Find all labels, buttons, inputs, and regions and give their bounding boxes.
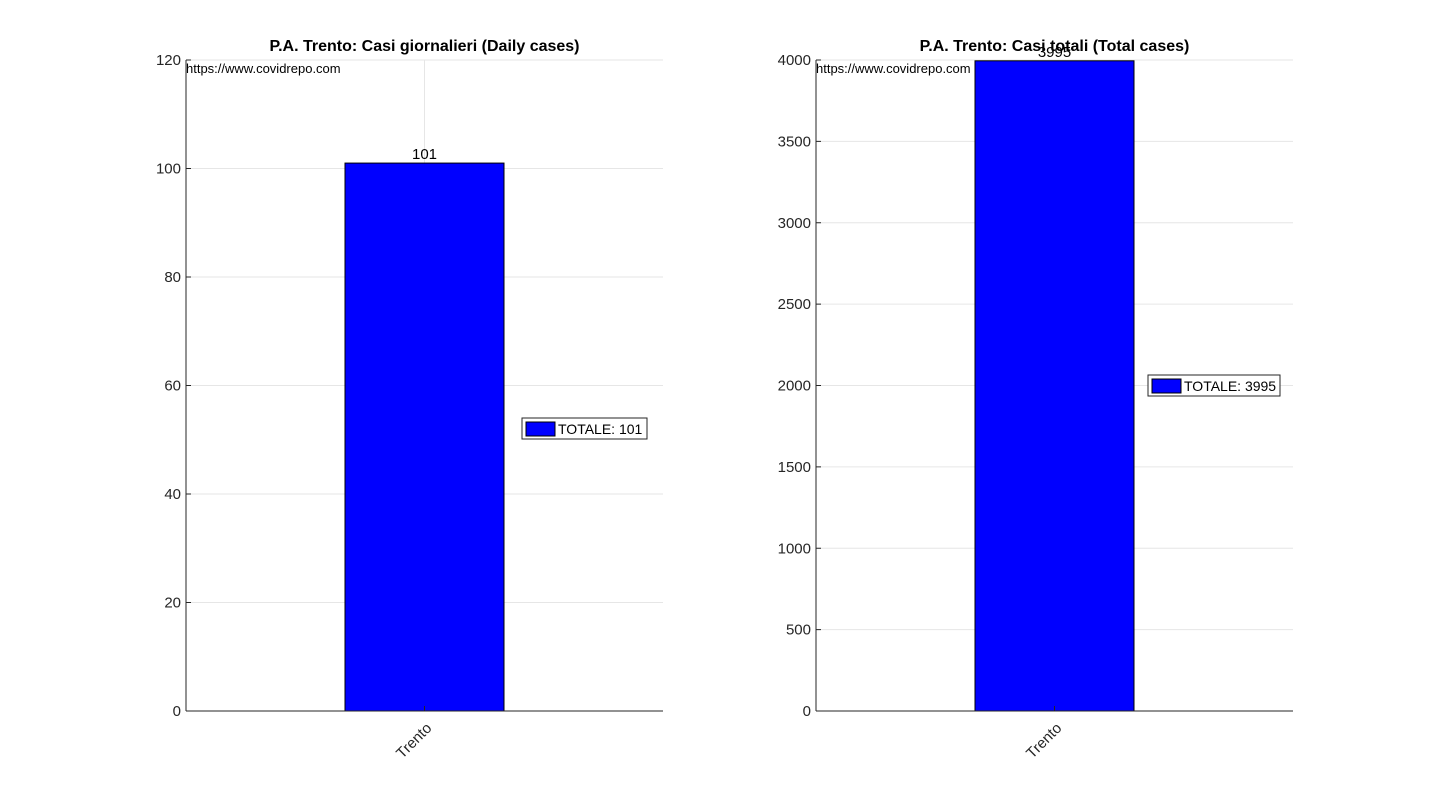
legend-swatch (525, 421, 556, 437)
y-tick-label: 3500 (778, 133, 811, 150)
y-tick-label: 120 (156, 52, 181, 69)
y-tick-label: 80 (164, 269, 181, 286)
y-tick-label: 0 (173, 703, 181, 720)
y-tick-label: 1000 (778, 540, 811, 557)
y-tick-label: 2500 (778, 296, 811, 313)
y-tick-label: 60 (164, 378, 181, 395)
legend-label: TOTALE: 3995 (1184, 378, 1276, 394)
data-label: 3995 (1038, 44, 1071, 61)
y-tick-label: 0 (803, 703, 811, 720)
y-tick-label: 4000 (778, 52, 811, 69)
legend: TOTALE: 101 (521, 417, 648, 440)
bar (344, 162, 505, 712)
watermark-url: https://www.covidrepo.com (816, 61, 971, 76)
chart-2: 3995 0 500 1000 1500 2000 2500 3000 3500 4000 Tren… (778, 38, 1293, 762)
legend-swatch (1151, 378, 1182, 394)
chart-1: 101 0 20 40 60 80 100 120 Trento P.A. Trento: Cas… (156, 38, 663, 762)
y-tick-label: 20 (164, 595, 181, 612)
y-tick-label: 2000 (778, 378, 811, 395)
x-tick-label: Trento (393, 720, 435, 762)
y-tick-label: 100 (156, 161, 181, 178)
watermark-url: https://www.covidrepo.com (186, 61, 341, 76)
data-label: 101 (412, 146, 437, 163)
chart-title: P.A. Trento: Casi giornalieri (Daily cas… (269, 38, 579, 55)
bar (974, 60, 1135, 712)
chart-title: P.A. Trento: Casi totali (Total cases) (920, 38, 1190, 55)
legend-label: TOTALE: 101 (558, 421, 643, 437)
y-tick-label: 3000 (778, 215, 811, 232)
x-tick-label: Trento (1023, 720, 1065, 762)
y-tick-label: 500 (786, 622, 811, 639)
y-tick-label: 40 (164, 486, 181, 503)
legend: TOTALE: 3995 (1147, 374, 1281, 397)
y-tick-label: 1500 (778, 459, 811, 476)
